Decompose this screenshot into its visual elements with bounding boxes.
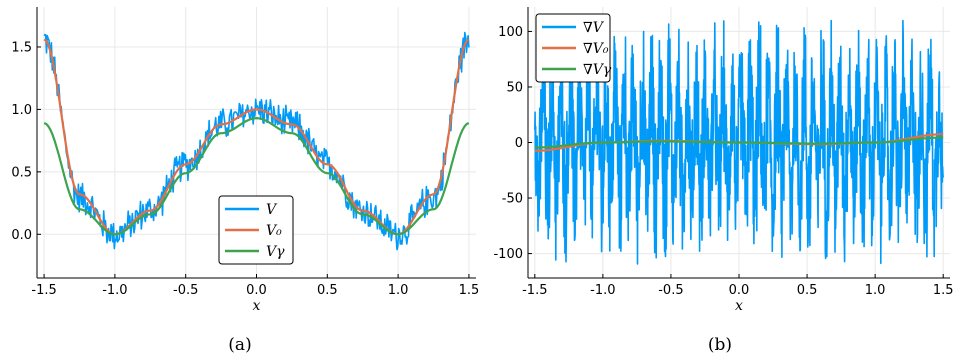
x-tick-label: 1.5: [933, 283, 954, 298]
panel-caption: (a): [228, 335, 251, 355]
x-tick-label: -1.5: [522, 283, 547, 298]
series-line-0: [43, 31, 470, 251]
y-tick-label: 1.5: [11, 40, 32, 55]
x-tick-label: -1.5: [31, 283, 56, 298]
y-tick-label: 0.5: [11, 165, 32, 180]
y-tick-label: 0: [515, 136, 523, 151]
x-axis-label: x: [735, 298, 743, 314]
x-tick-label: 0.5: [317, 283, 338, 298]
x-tick-label: 0.5: [797, 283, 818, 298]
y-tick-label: 1.0: [11, 103, 32, 118]
legend-label: V: [266, 202, 278, 218]
legend-label: ∇V: [583, 20, 605, 36]
y-tick-label: -50: [502, 192, 523, 207]
legend-label: Vγ: [266, 244, 285, 260]
x-tick-label: 0.0: [246, 283, 267, 298]
x-tick-label: 0.0: [729, 283, 750, 298]
y-tick-label: 0.0: [11, 228, 32, 243]
y-tick-label: -100: [493, 247, 523, 262]
y-tick-label: 50: [506, 80, 523, 95]
x-axis-label: x: [253, 298, 261, 314]
x-tick-label: -0.5: [658, 283, 683, 298]
series-line-2: [534, 136, 944, 149]
x-tick-label: -1.0: [590, 283, 615, 298]
panel-b: -1.5 -1.0 -0.5 0.0 0.5 1.0 1.5 -100 -50 0 50 100 x (b…: [493, 7, 954, 355]
panel-caption: (b): [708, 335, 732, 355]
plot-area: [534, 19, 944, 265]
legend: ∇V ∇V₀ ∇Vγ: [535, 13, 612, 83]
y-tick-label: 100: [498, 25, 523, 40]
x-tick-label: 1.0: [388, 283, 409, 298]
legend: V V₀ Vγ: [218, 195, 294, 265]
x-tick-label: 1.5: [459, 283, 480, 298]
legend-label: ∇V₀: [583, 41, 609, 57]
plot-area: [43, 31, 470, 251]
series-line-2: [43, 117, 470, 236]
x-tick-label: 1.0: [865, 283, 886, 298]
panel-a: -1.5 -1.0 -0.5 0.0 0.5 1.0 1.5 0.0 0.5 1.0 1.5 x (a)…: [11, 7, 479, 355]
legend-label: ∇Vγ: [583, 62, 612, 78]
x-tick-label: -1.0: [102, 283, 127, 298]
legend-label: V₀: [266, 223, 282, 239]
x-tick-label: -0.5: [173, 283, 198, 298]
